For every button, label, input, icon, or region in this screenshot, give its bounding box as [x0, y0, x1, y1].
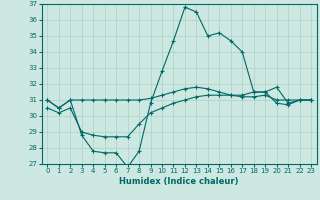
X-axis label: Humidex (Indice chaleur): Humidex (Indice chaleur) — [119, 177, 239, 186]
